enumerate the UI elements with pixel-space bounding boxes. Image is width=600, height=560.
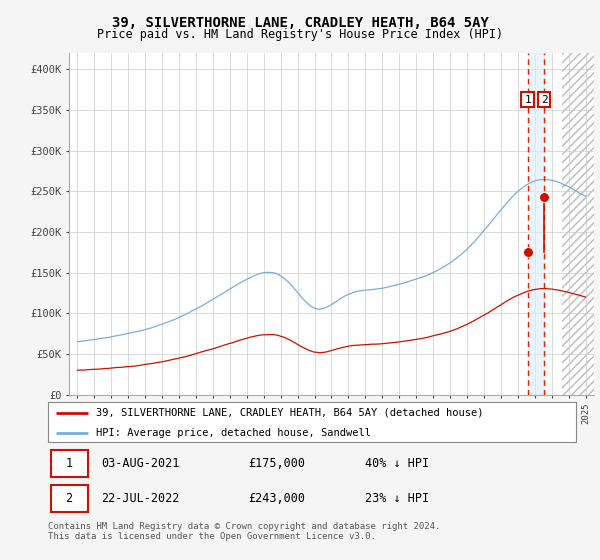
Text: 03-AUG-2021: 03-AUG-2021 — [101, 457, 179, 470]
Text: 22-JUL-2022: 22-JUL-2022 — [101, 492, 179, 505]
Bar — [527, 53, 544, 395]
Bar — [562, 53, 594, 395]
Text: 2: 2 — [65, 492, 73, 505]
Bar — [50, 485, 88, 512]
Text: 40% ↓ HPI: 40% ↓ HPI — [365, 457, 429, 470]
Bar — [50, 450, 88, 477]
Text: 23% ↓ HPI: 23% ↓ HPI — [365, 492, 429, 505]
Text: 39, SILVERTHORNE LANE, CRADLEY HEATH, B64 5AY: 39, SILVERTHORNE LANE, CRADLEY HEATH, B6… — [112, 16, 488, 30]
Text: Contains HM Land Registry data © Crown copyright and database right 2024.
This d: Contains HM Land Registry data © Crown c… — [48, 522, 440, 542]
Text: 1: 1 — [524, 95, 531, 105]
Text: HPI: Average price, detached house, Sandwell: HPI: Average price, detached house, Sand… — [95, 428, 371, 438]
Text: 1: 1 — [65, 457, 73, 470]
Text: Price paid vs. HM Land Registry's House Price Index (HPI): Price paid vs. HM Land Registry's House … — [97, 28, 503, 41]
Bar — [562, 53, 594, 395]
Text: £175,000: £175,000 — [248, 457, 305, 470]
Text: 2: 2 — [541, 95, 547, 105]
Text: £243,000: £243,000 — [248, 492, 305, 505]
Text: 39, SILVERTHORNE LANE, CRADLEY HEATH, B64 5AY (detached house): 39, SILVERTHORNE LANE, CRADLEY HEATH, B6… — [95, 408, 483, 418]
